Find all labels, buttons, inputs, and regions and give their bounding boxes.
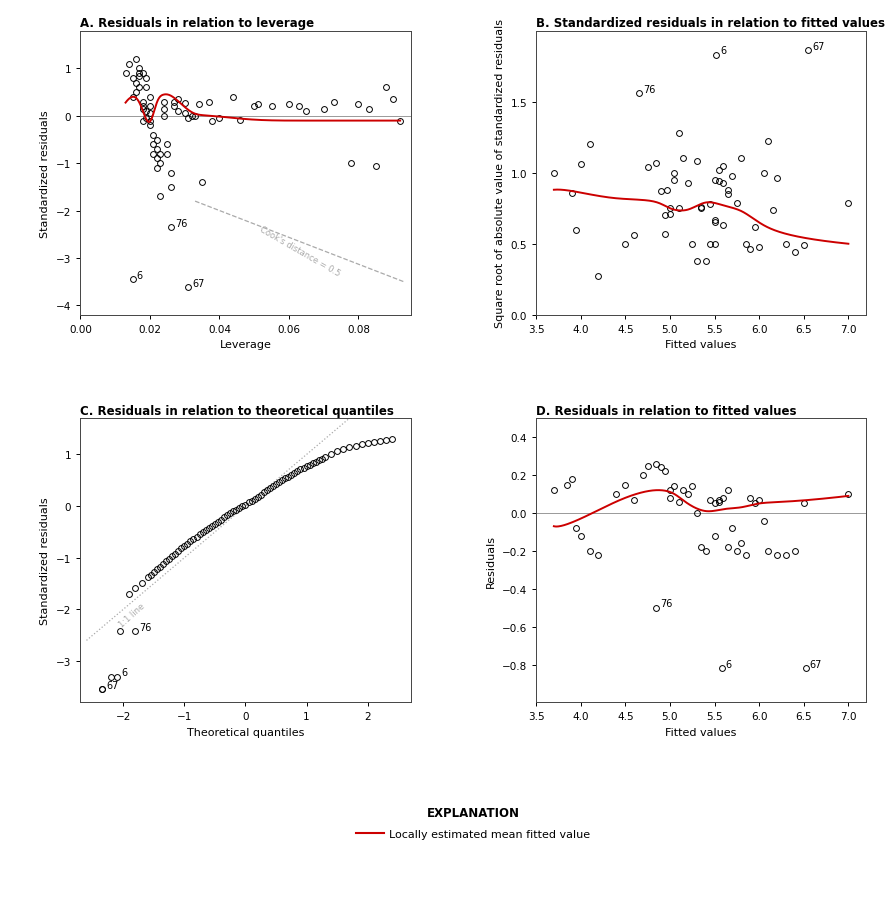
Text: 76: 76 <box>643 85 655 95</box>
Y-axis label: Square root of absolute value of standardized residuals: Square root of absolute value of standar… <box>495 19 505 327</box>
Text: 67: 67 <box>192 279 204 289</box>
Text: 1:1 line: 1:1 line <box>118 601 147 629</box>
Text: 67: 67 <box>810 659 822 669</box>
Legend: Locally estimated mean fitted value: Locally estimated mean fitted value <box>352 824 595 843</box>
Text: C. Residuals in relation to theoretical quantiles: C. Residuals in relation to theoretical … <box>80 405 394 418</box>
X-axis label: Fitted values: Fitted values <box>665 340 737 350</box>
X-axis label: Theoretical quantiles: Theoretical quantiles <box>187 727 305 737</box>
X-axis label: Leverage: Leverage <box>220 340 271 350</box>
Text: 76: 76 <box>139 622 152 632</box>
Text: D. Residuals in relation to fitted values: D. Residuals in relation to fitted value… <box>536 405 797 418</box>
Text: B. Standardized residuals in relation to fitted values: B. Standardized residuals in relation to… <box>536 17 885 31</box>
Text: 6: 6 <box>121 667 128 677</box>
Y-axis label: Residuals: Residuals <box>486 534 497 587</box>
Text: EXPLANATION: EXPLANATION <box>427 806 520 819</box>
Text: 67: 67 <box>106 680 118 690</box>
Text: 76: 76 <box>175 218 188 228</box>
Text: Cook's distance = 0.5: Cook's distance = 0.5 <box>257 225 341 279</box>
Text: A. Residuals in relation to leverage: A. Residuals in relation to leverage <box>80 17 314 31</box>
Text: 6: 6 <box>726 659 732 669</box>
X-axis label: Fitted values: Fitted values <box>665 727 737 737</box>
Y-axis label: Standardized residuals: Standardized residuals <box>40 497 50 624</box>
Text: 76: 76 <box>661 599 673 609</box>
Text: 67: 67 <box>813 42 825 52</box>
Y-axis label: Standardized residuals: Standardized residuals <box>40 110 50 237</box>
Text: 6: 6 <box>721 46 727 56</box>
Text: 6: 6 <box>137 271 143 281</box>
